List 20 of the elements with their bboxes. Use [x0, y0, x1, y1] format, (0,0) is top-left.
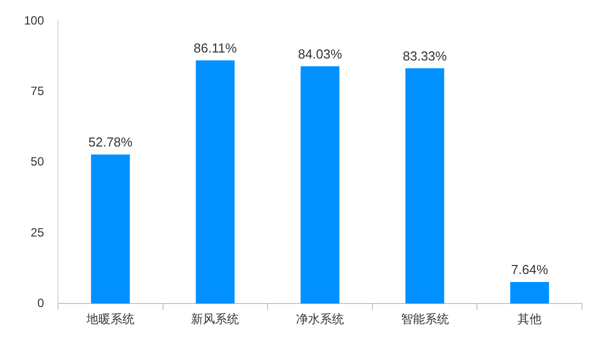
bar: [510, 282, 549, 304]
x-tick-label: 智能系统: [400, 312, 449, 326]
bar: [300, 66, 340, 304]
bar: [405, 68, 444, 304]
bar: [91, 154, 130, 304]
y-tick-label: 50: [30, 154, 44, 169]
data-label: 7.64%: [511, 262, 548, 278]
x-tick-label: 其他: [518, 312, 542, 326]
data-label: 86.11%: [194, 40, 238, 56]
y-tick-label: 0: [37, 296, 44, 310]
data-label: 83.33%: [402, 48, 448, 64]
x-tick-label: 新风系统: [191, 312, 240, 326]
y-tick-label: 75: [30, 84, 44, 98]
data-label: 52.78%: [88, 134, 133, 150]
y-tick-label: 100: [24, 14, 44, 28]
y-tick-label: 25: [30, 225, 44, 240]
data-label: 84.03%: [298, 46, 342, 62]
x-tick-label: 地暖系统: [85, 312, 134, 326]
bar: [196, 60, 235, 304]
x-tick-label: 净水系统: [296, 312, 344, 326]
